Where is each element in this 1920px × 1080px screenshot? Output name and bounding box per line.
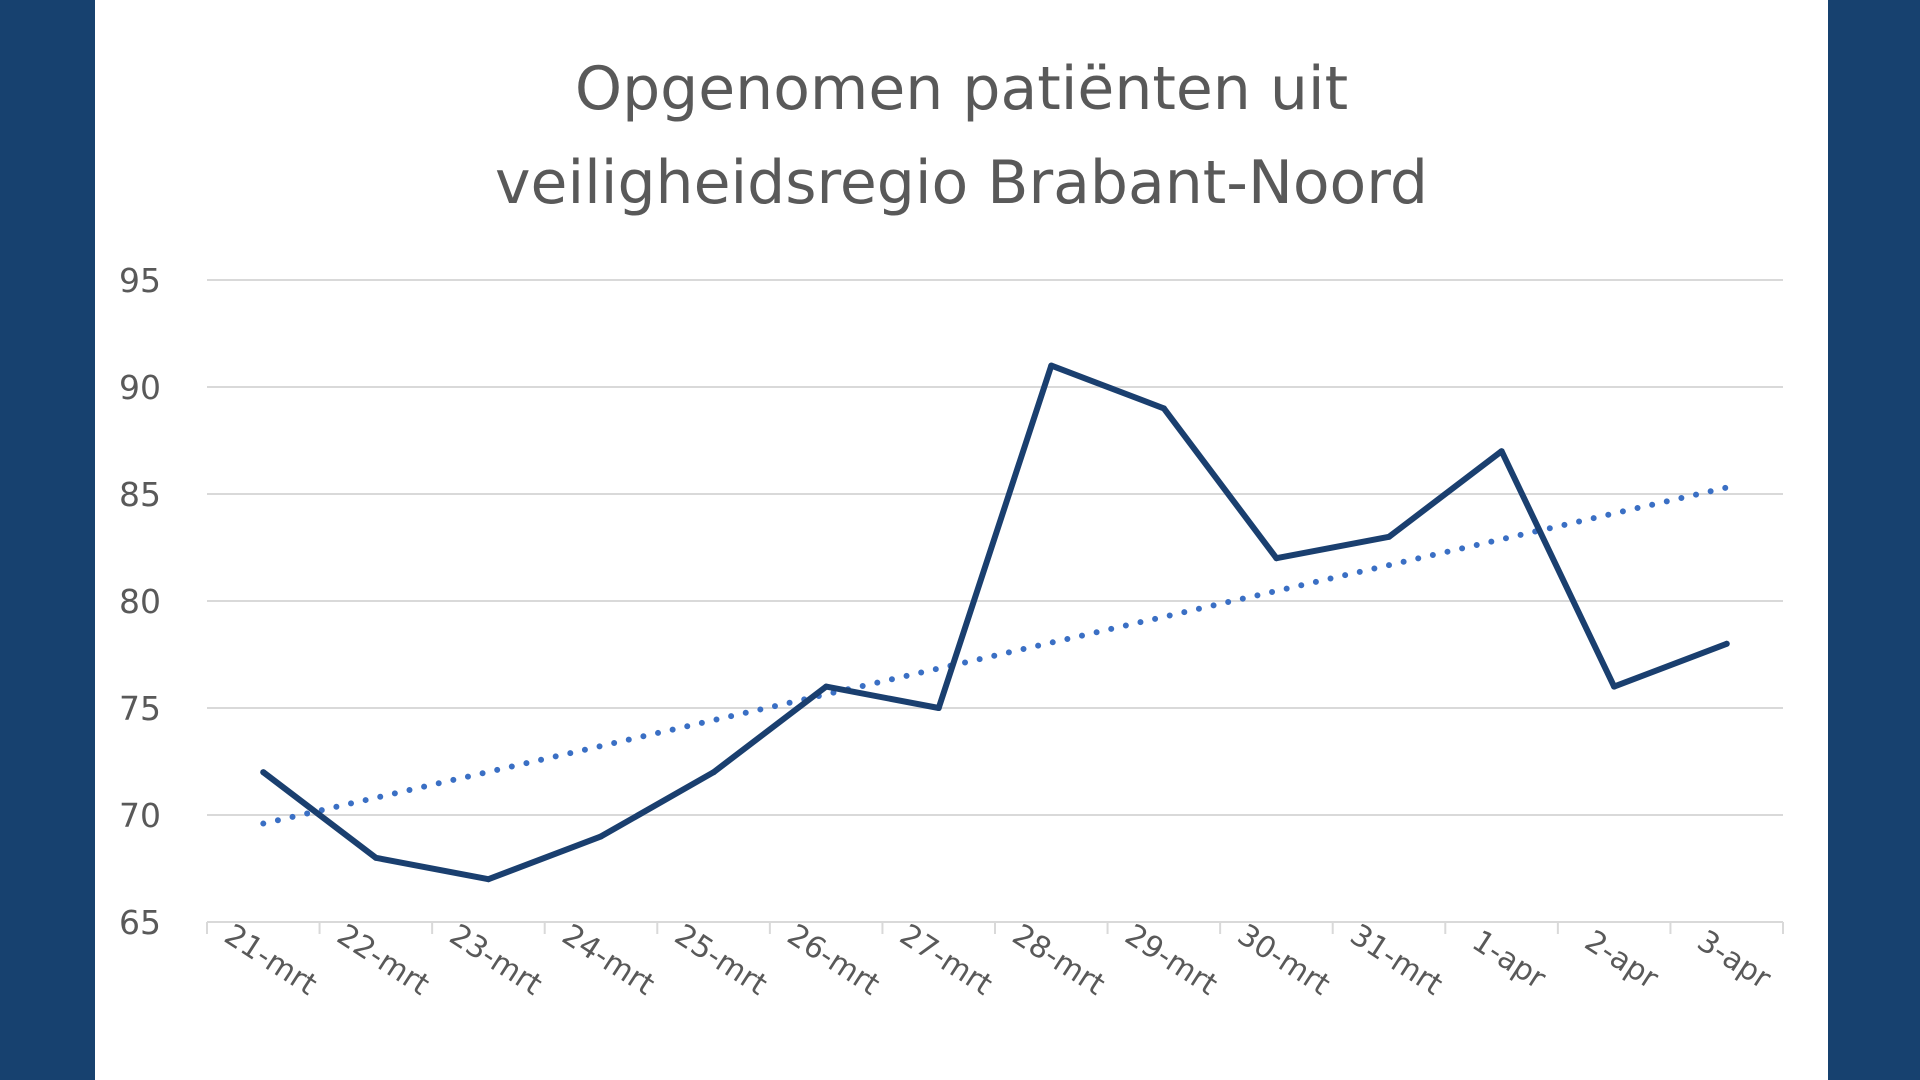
series-line-0 [260,362,1730,883]
data-point-25-mrt [710,769,717,776]
data-point-23-mrt [485,876,492,883]
trendline [260,484,1730,827]
x-tick-label-30-mrt: 30-mrt [1231,917,1336,1002]
data-point-31-mrt [1386,533,1392,540]
line-chart: 65 70 75 80 85 90 95 21-mrt 22-mrt 23-mrt 24-mrt 25… [119,261,1784,1003]
x-tick-label-27-mrt: 27-mrt [893,917,998,1002]
x-tick-label-21-mrt: 21-mrt [218,917,323,1002]
data-point-2-apr [1611,683,1618,690]
data-point-30-mrt [1273,555,1280,562]
data-point-28-mrt [1048,362,1055,369]
data-point-22-mrt [372,854,379,861]
data-point-26-mrt [823,683,830,690]
x-tick-label-23-mrt: 23-mrt [443,917,548,1002]
x-tick-label-28-mrt: 28-mrt [1006,917,1111,1002]
y-tick-label-65: 65 [119,903,161,942]
data-point-24-mrt [598,833,604,840]
y-tick-label-90: 90 [119,368,161,407]
y-tick-label-70: 70 [119,796,161,835]
data-point-21-mrt [260,769,267,776]
data-point-1-apr [1498,448,1505,455]
x-tick-label-24-mrt: 24-mrt [556,917,661,1002]
x-tick-label-26-mrt: 26-mrt [781,917,886,1002]
data-point-29-mrt [1160,405,1167,412]
chart-title-line-2: veiligheidsregio Brabant-Noord [495,148,1428,218]
x-tick-label-29-mrt: 29-mrt [1119,917,1224,1002]
x-tick-label-3-apr: 3-apr [1691,924,1777,997]
x-tick-label-2-apr: 2-apr [1578,924,1664,997]
y-tick-label-85: 85 [119,475,161,514]
x-tick-label-25-mrt: 25-mrt [668,917,773,1002]
chart-title-line-1: Opgenomen patiënten uit [574,54,1349,124]
chart-panel: Opgenomen patiënten uit veiligheidsregio… [95,0,1828,1080]
y-tick-label-80: 80 [119,582,161,621]
y-tick-label-75: 75 [119,689,161,728]
x-tick-label-1-apr: 1-apr [1466,924,1552,997]
x-tick-label-31-mrt: 31-mrt [1344,917,1449,1002]
y-tick-label-95: 95 [119,261,161,300]
x-tick-label-22-mrt: 22-mrt [331,917,436,1002]
data-point-3-apr [1723,640,1730,647]
data-point-27-mrt [935,705,942,711]
chart-title: Opgenomen patiënten uit veiligheidsregio… [95,42,1828,230]
